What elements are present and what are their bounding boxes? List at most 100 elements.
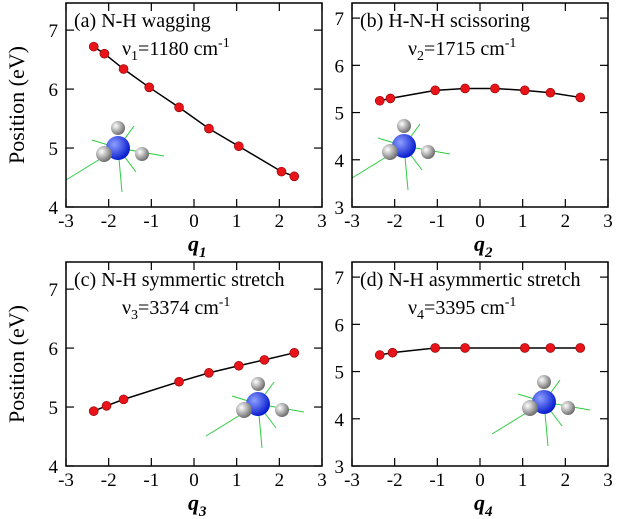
x-tick-label: 2 bbox=[561, 211, 571, 232]
hydrogen-atom bbox=[421, 145, 435, 159]
x-tick-label: 3 bbox=[603, 211, 613, 232]
plot-frame bbox=[65, 261, 323, 467]
annotation-sub: 3 bbox=[131, 308, 138, 323]
data-point bbox=[118, 64, 129, 74]
x-axis-label-text: q bbox=[188, 490, 199, 515]
annotation-sup: -1 bbox=[505, 36, 517, 51]
data-point bbox=[118, 394, 129, 405]
x-tick-label: -1 bbox=[429, 470, 445, 491]
hydrogen-atom bbox=[275, 403, 289, 417]
y-tick-label: 7 bbox=[335, 9, 345, 30]
y-tick-label: 5 bbox=[335, 104, 345, 125]
y-tick-label: 6 bbox=[49, 339, 59, 360]
x-tick-label: 3 bbox=[317, 211, 327, 232]
y-tick-label: 4 bbox=[335, 410, 345, 431]
annotation-sup: -1 bbox=[505, 295, 517, 310]
x-axis-label: q4 bbox=[474, 490, 493, 519]
annotation-symbol: ν bbox=[122, 297, 131, 319]
hydrogen-atom bbox=[251, 377, 265, 391]
hydrogen-atom bbox=[397, 119, 411, 133]
annotation: ν1=1180 cm-1 bbox=[122, 36, 230, 64]
x-tick-label: 3 bbox=[317, 470, 327, 491]
annotation: ν4=3395 cm-1 bbox=[408, 295, 516, 323]
y-axis-label: Position (eV) bbox=[4, 305, 29, 423]
panel-label: (a) N-H wagging bbox=[74, 10, 211, 32]
data-point bbox=[174, 376, 184, 387]
x-tick-label: -1 bbox=[143, 470, 159, 491]
x-tick-label: 1 bbox=[518, 470, 528, 491]
y-tick-label: 4 bbox=[49, 198, 59, 219]
data-point bbox=[204, 368, 214, 378]
x-axis-label-sub: 1 bbox=[199, 245, 207, 261]
molecule-icon bbox=[205, 377, 305, 449]
panel-label: (c) N-H symmertic stretch bbox=[74, 269, 284, 291]
data-point bbox=[430, 343, 441, 353]
plot-frame bbox=[65, 2, 323, 208]
data-point bbox=[519, 85, 530, 96]
x-tick-label: 2 bbox=[275, 211, 285, 232]
y-tick-label: 4 bbox=[49, 457, 59, 478]
x-tick-label: 0 bbox=[189, 211, 199, 232]
x-axis-label: q3 bbox=[188, 490, 207, 519]
data-point bbox=[460, 83, 470, 94]
annotation-text: =3374 cm bbox=[138, 297, 219, 319]
data-point bbox=[234, 141, 244, 152]
x-tick-label: 3 bbox=[603, 470, 613, 491]
x-tick-label: -2 bbox=[387, 470, 403, 491]
data-point bbox=[88, 406, 99, 416]
data-point bbox=[575, 92, 586, 103]
hydrogen-atom bbox=[236, 402, 252, 418]
x-tick-label: 0 bbox=[475, 470, 485, 491]
x-tick-label: -3 bbox=[344, 470, 360, 491]
x-axis-label-text: q bbox=[474, 490, 485, 515]
data-point bbox=[519, 343, 530, 353]
x-axis-label-text: q bbox=[474, 231, 485, 256]
y-tick-label: 5 bbox=[335, 363, 345, 384]
y-axis-label: Position (eV) bbox=[4, 46, 29, 164]
y-tick-label: 7 bbox=[335, 268, 345, 289]
x-axis-label-sub: 3 bbox=[198, 504, 207, 519]
data-point bbox=[144, 82, 154, 93]
data-point bbox=[490, 83, 500, 94]
y-tick-label: 6 bbox=[335, 315, 345, 336]
data-point bbox=[88, 41, 99, 52]
x-tick-label: 0 bbox=[475, 211, 485, 232]
annotation-sub: 4 bbox=[417, 308, 424, 323]
data-point bbox=[204, 123, 214, 134]
annotation: ν2=1715 cm-1 bbox=[408, 36, 516, 64]
data-point bbox=[101, 401, 112, 411]
x-tick-label: -2 bbox=[101, 211, 117, 232]
hydrogen-atom bbox=[96, 146, 112, 162]
x-axis-label: q1 bbox=[188, 231, 207, 261]
annotation-sub: 1 bbox=[131, 49, 138, 64]
y-tick-label: 7 bbox=[49, 21, 59, 42]
data-point bbox=[276, 166, 287, 177]
plot-frame bbox=[351, 2, 609, 208]
data-point bbox=[99, 48, 110, 59]
annotation-text: =3395 cm bbox=[424, 297, 505, 319]
annotation-symbol: ν bbox=[408, 297, 417, 319]
data-point bbox=[174, 102, 184, 113]
x-tick-label: 1 bbox=[232, 470, 242, 491]
data-point bbox=[234, 360, 244, 371]
hydrogen-atom bbox=[135, 147, 149, 161]
hydrogen-atom bbox=[537, 375, 551, 389]
panel-label: (b) H-N-H scissoring bbox=[360, 10, 530, 32]
x-tick-label: -1 bbox=[429, 211, 445, 232]
x-axis-label-text: q bbox=[188, 231, 199, 256]
annotation-sup: -1 bbox=[219, 295, 231, 310]
plot-frame bbox=[351, 261, 609, 467]
x-tick-label: 0 bbox=[189, 470, 199, 491]
hydrogen-atom bbox=[111, 121, 125, 135]
x-tick-label: 1 bbox=[518, 211, 528, 232]
x-tick-label: 2 bbox=[275, 470, 285, 491]
data-point bbox=[460, 343, 470, 353]
y-tick-label: 4 bbox=[335, 151, 345, 172]
y-tick-label: 3 bbox=[335, 198, 345, 219]
data-point bbox=[430, 85, 441, 96]
data-point bbox=[259, 355, 270, 365]
data-point bbox=[385, 93, 396, 104]
hydrogen-atom bbox=[522, 400, 538, 416]
molecule-icon bbox=[65, 121, 165, 193]
